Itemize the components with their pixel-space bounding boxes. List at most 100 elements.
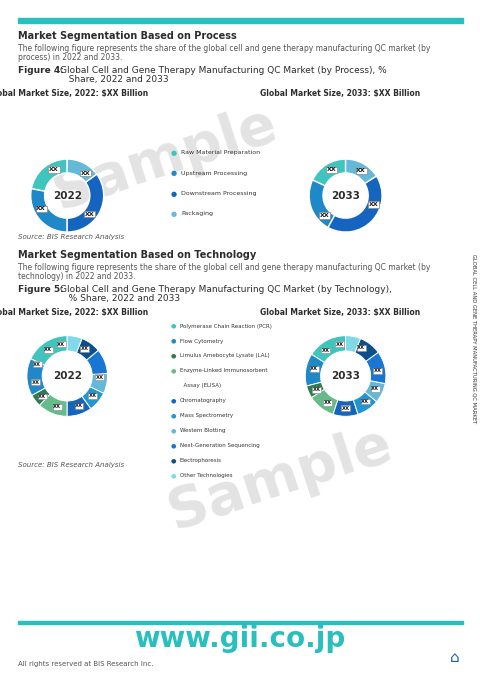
Text: ●: ● [170,473,176,478]
Text: XX: XX [81,346,88,351]
Text: XX: XX [32,380,39,384]
Text: XX: XX [312,387,321,392]
Wedge shape [76,339,98,360]
Wedge shape [309,180,335,227]
Text: % Share, 2022 and 2033: % Share, 2022 and 2033 [60,294,180,303]
Text: Global Market Size, 2022: $XX Billion: Global Market Size, 2022: $XX Billion [0,308,148,317]
Text: XX: XX [85,212,95,217]
Text: 2033: 2033 [331,191,360,200]
Text: XX: XX [324,400,332,405]
Wedge shape [67,335,82,353]
Wedge shape [31,335,67,365]
Text: XX: XX [75,403,83,409]
Text: Limulus Amebocyte Lysate (LAL): Limulus Amebocyte Lysate (LAL) [180,354,270,359]
Text: Upstream Processing: Upstream Processing [181,170,247,176]
Text: Sample: Sample [47,98,284,221]
Text: Packaging: Packaging [181,211,213,217]
Text: Flow Cytometry: Flow Cytometry [180,339,223,344]
Text: Global Market Size, 2022: $XX Billion: Global Market Size, 2022: $XX Billion [0,89,148,98]
Text: Global Cell and Gene Therapy Manufacturing QC Market (by Process), %: Global Cell and Gene Therapy Manufacturi… [60,66,387,75]
Text: ●: ● [170,354,176,359]
Text: XX: XX [373,369,382,373]
Text: Global Cell and Gene Therapy Manufacturing QC Market (by Technology),: Global Cell and Gene Therapy Manufacturi… [60,285,392,294]
Text: XX: XX [57,342,65,347]
Text: ●: ● [170,170,177,176]
Wedge shape [328,176,382,232]
Text: Chromatography: Chromatography [180,399,227,403]
Wedge shape [353,392,377,414]
Text: technology) in 2022 and 2033.: technology) in 2022 and 2033. [18,272,135,281]
Text: ●: ● [170,443,176,448]
Text: XX: XX [327,168,336,172]
Text: ●: ● [170,150,177,155]
Text: XX: XX [357,345,365,350]
Wedge shape [67,174,104,232]
Text: XX: XX [53,404,61,409]
Text: Western Blotting: Western Blotting [180,428,226,433]
Text: Enzyme-Linked Immunosorbent: Enzyme-Linked Immunosorbent [180,369,267,373]
Text: All rights reserved at BIS Research Inc.: All rights reserved at BIS Research Inc. [18,661,154,667]
Bar [18,621,463,624]
Text: ●: ● [170,324,176,329]
Text: The following figure represents the share of the global cell and gene therapy ma: The following figure represents the shar… [18,44,431,53]
Text: XX: XX [322,348,330,353]
Text: XX: XX [361,399,370,404]
Text: Assay (ELISA): Assay (ELISA) [180,384,221,388]
Text: XX: XX [33,362,41,367]
Text: XX: XX [36,206,46,211]
Text: ●: ● [170,369,176,373]
Text: ●: ● [170,428,176,433]
Wedge shape [333,400,358,416]
Text: Next-Generation Sequencing: Next-Generation Sequencing [180,443,260,448]
Text: XX: XX [310,367,318,371]
Text: Downstream Processing: Downstream Processing [181,191,256,196]
Text: 2022: 2022 [53,191,82,200]
Text: 2022: 2022 [53,371,82,381]
Text: Global Market Size, 2033: $XX Billion: Global Market Size, 2033: $XX Billion [260,89,420,98]
Wedge shape [346,335,360,353]
Text: Polymerase Chain Reaction (PCR): Polymerase Chain Reaction (PCR) [180,324,272,329]
Wedge shape [312,335,346,363]
Text: ⌂: ⌂ [450,650,460,665]
Text: Market Segmentation Based on Process: Market Segmentation Based on Process [18,31,237,41]
Wedge shape [32,388,50,405]
Text: XX: XX [342,406,349,411]
Wedge shape [312,159,346,186]
Text: process) in 2022 and 2033.: process) in 2022 and 2033. [18,53,122,62]
Text: XX: XX [38,394,47,399]
Text: ●: ● [170,339,176,344]
Text: XX: XX [49,167,59,172]
Text: ●: ● [170,399,176,403]
Text: Share, 2022 and 2033: Share, 2022 and 2033 [60,75,168,84]
Text: XX: XX [336,342,344,347]
Text: Source: BIS Research Analysis: Source: BIS Research Analysis [18,234,124,240]
Wedge shape [67,159,96,182]
Wedge shape [67,397,91,416]
Text: Global Market Size, 2033: $XX Billion: Global Market Size, 2033: $XX Billion [260,308,420,317]
Text: ●: ● [170,414,176,418]
Wedge shape [312,389,338,414]
Text: XX: XX [356,168,366,173]
Text: ●: ● [170,191,177,196]
Text: The following figure represents the share of the global cell and gene therapy ma: The following figure represents the shar… [18,263,431,272]
Text: Market Segmentation Based on Technology: Market Segmentation Based on Technology [18,250,256,260]
Text: Figure 4:: Figure 4: [18,66,73,75]
Wedge shape [305,354,324,386]
Wedge shape [346,159,376,183]
Wedge shape [366,352,386,384]
Wedge shape [355,339,378,361]
Text: GLOBAL CELL AND GENE THERAPY MANUFACTURING QC MARKET: GLOBAL CELL AND GENE THERAPY MANUFACTURI… [471,255,477,424]
Text: Other Technologies: Other Technologies [180,473,232,478]
Text: XX: XX [89,393,96,399]
Text: XX: XX [81,170,91,176]
Text: Electrophoresis: Electrophoresis [180,458,222,463]
Text: Figure 5:: Figure 5: [18,285,73,294]
Wedge shape [31,189,67,232]
Text: 2033: 2033 [331,371,360,381]
Text: XX: XX [369,202,378,207]
Text: Raw Material Preparation: Raw Material Preparation [181,150,260,155]
Text: Sample: Sample [161,418,398,540]
Wedge shape [365,381,385,402]
Wedge shape [90,373,108,393]
Text: XX: XX [96,375,104,380]
